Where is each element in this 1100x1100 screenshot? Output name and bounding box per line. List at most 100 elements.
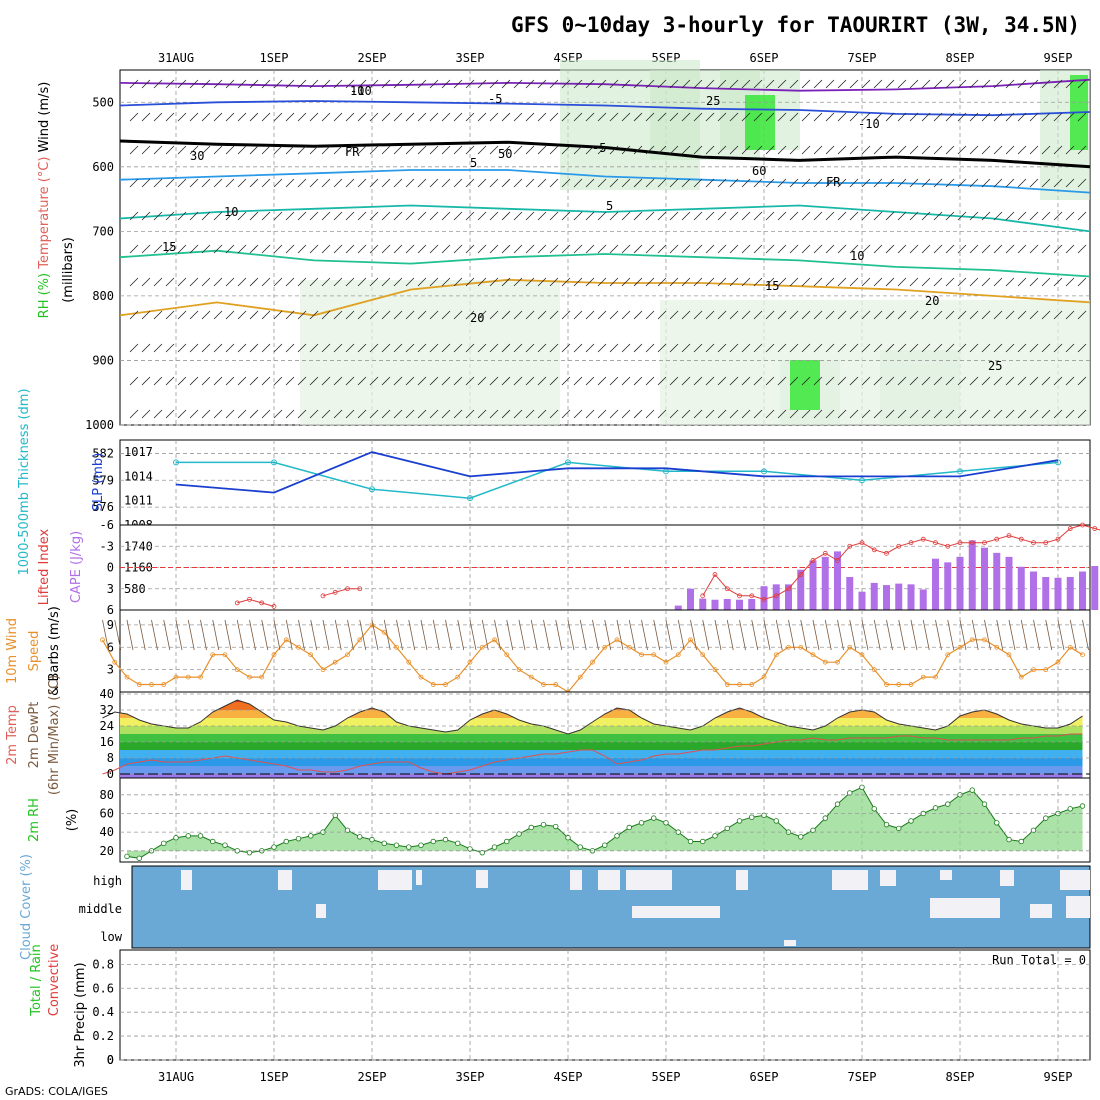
wind-barb <box>273 112 283 122</box>
wind-barb-10m <box>383 619 391 651</box>
wind-barb <box>573 376 583 386</box>
cape-bar <box>711 599 719 610</box>
wind-barb <box>129 310 139 320</box>
rh-point <box>736 818 743 824</box>
wind-barb <box>417 79 427 89</box>
panel-ylabel-part: (%) <box>65 809 80 832</box>
wind-barb <box>477 79 487 89</box>
wind-barb <box>717 178 727 188</box>
wind-barb <box>885 343 895 353</box>
wind-barb <box>609 277 619 287</box>
wind-barb <box>549 211 559 221</box>
wind-barb <box>609 79 619 89</box>
rh-point <box>1079 803 1086 809</box>
wind-barb <box>141 376 151 386</box>
panel-ylabel: Cloud Cover (%) <box>19 854 34 960</box>
wind-barb <box>621 178 631 188</box>
lifted-index-point <box>920 536 926 542</box>
cloud-clear-cell <box>626 870 672 890</box>
panel-ylabel: Lifted Index <box>37 528 52 605</box>
lifted-index-point <box>1080 522 1085 528</box>
wind-barb <box>141 343 151 353</box>
wind-barb <box>609 376 619 386</box>
wind-barb <box>249 409 259 419</box>
wind-barb <box>225 376 235 386</box>
wind-barb <box>1041 409 1051 419</box>
wind-barb-10m <box>408 619 416 651</box>
wind-barb <box>765 244 775 254</box>
wind-speed-point <box>1055 659 1061 665</box>
wind-barb <box>585 376 595 386</box>
wind-barb-10m <box>322 619 330 651</box>
wind-barb <box>489 112 499 122</box>
wind-barb <box>249 211 259 221</box>
wind-barb <box>933 211 943 221</box>
cloud-clear-cell <box>832 870 868 890</box>
cloud-level-label: low <box>100 930 122 944</box>
wind-barb <box>1065 112 1075 122</box>
rh-point <box>136 855 142 861</box>
wind-barb <box>141 409 151 419</box>
cape-bar <box>993 552 1001 610</box>
wind-barb <box>981 244 991 254</box>
wind-barb <box>477 112 487 122</box>
lifted-index-point <box>810 558 816 563</box>
wind-barb <box>957 310 967 320</box>
wind-barb <box>201 310 211 320</box>
wind-barb-10m <box>138 619 146 651</box>
rh-point <box>479 849 485 856</box>
wind-barb <box>201 244 211 254</box>
cape-bar <box>785 584 792 610</box>
wind-barb <box>249 79 259 89</box>
cloud-clear-cell <box>940 870 952 880</box>
top-date-label: 2SEP <box>358 51 387 65</box>
wind-barb <box>933 244 943 254</box>
wind-barb <box>417 277 427 287</box>
contour-label: 25 <box>988 359 1002 373</box>
panel-ylabel-part: Total / Rain <box>29 944 44 1017</box>
thickness-point <box>859 477 865 484</box>
wind-barb <box>789 211 799 221</box>
wind-barb <box>645 112 655 122</box>
wind-barb <box>897 343 907 353</box>
wind-barb <box>657 244 667 254</box>
wind-barb <box>549 112 559 122</box>
wind-barb-10m <box>555 619 563 651</box>
wind-barb <box>1029 211 1039 221</box>
wind-barb <box>561 79 571 89</box>
rh-point <box>283 838 289 845</box>
wind-barb <box>129 376 139 386</box>
y-tick-label: 0 <box>107 1053 114 1067</box>
wind-barb <box>381 145 391 155</box>
wind-barb <box>825 244 835 254</box>
wind-barb <box>441 178 451 188</box>
wind-barb-10m <box>1069 619 1077 651</box>
wind-barb <box>981 112 991 122</box>
lifted-index-point <box>1092 526 1098 531</box>
wind-barb <box>261 79 271 89</box>
wind-barb <box>261 112 271 122</box>
wind-barb <box>369 376 379 386</box>
wind-barb <box>405 211 415 221</box>
wind-barb <box>465 211 475 221</box>
wind-barb <box>753 112 763 122</box>
wind-speed-point <box>124 674 130 680</box>
rh-shading <box>660 300 1090 425</box>
y-tick-label: 3 <box>107 663 114 677</box>
wind-barb <box>981 79 991 89</box>
wind-barb <box>573 310 583 320</box>
wind-barb <box>489 343 499 353</box>
wind-barb <box>189 277 199 287</box>
wind-barb <box>1029 343 1039 353</box>
rh-point <box>369 836 375 843</box>
wind-barb <box>621 376 631 386</box>
wind-barb-10m <box>873 619 881 651</box>
wind-speed-point <box>332 659 338 665</box>
wind-barb <box>801 376 811 386</box>
wind-barb <box>549 277 559 287</box>
wind-barb <box>201 343 211 353</box>
wind-barb <box>225 145 235 155</box>
wind-barb <box>213 277 223 287</box>
wind-barb-10m <box>371 619 379 651</box>
wind-barb <box>909 310 919 320</box>
